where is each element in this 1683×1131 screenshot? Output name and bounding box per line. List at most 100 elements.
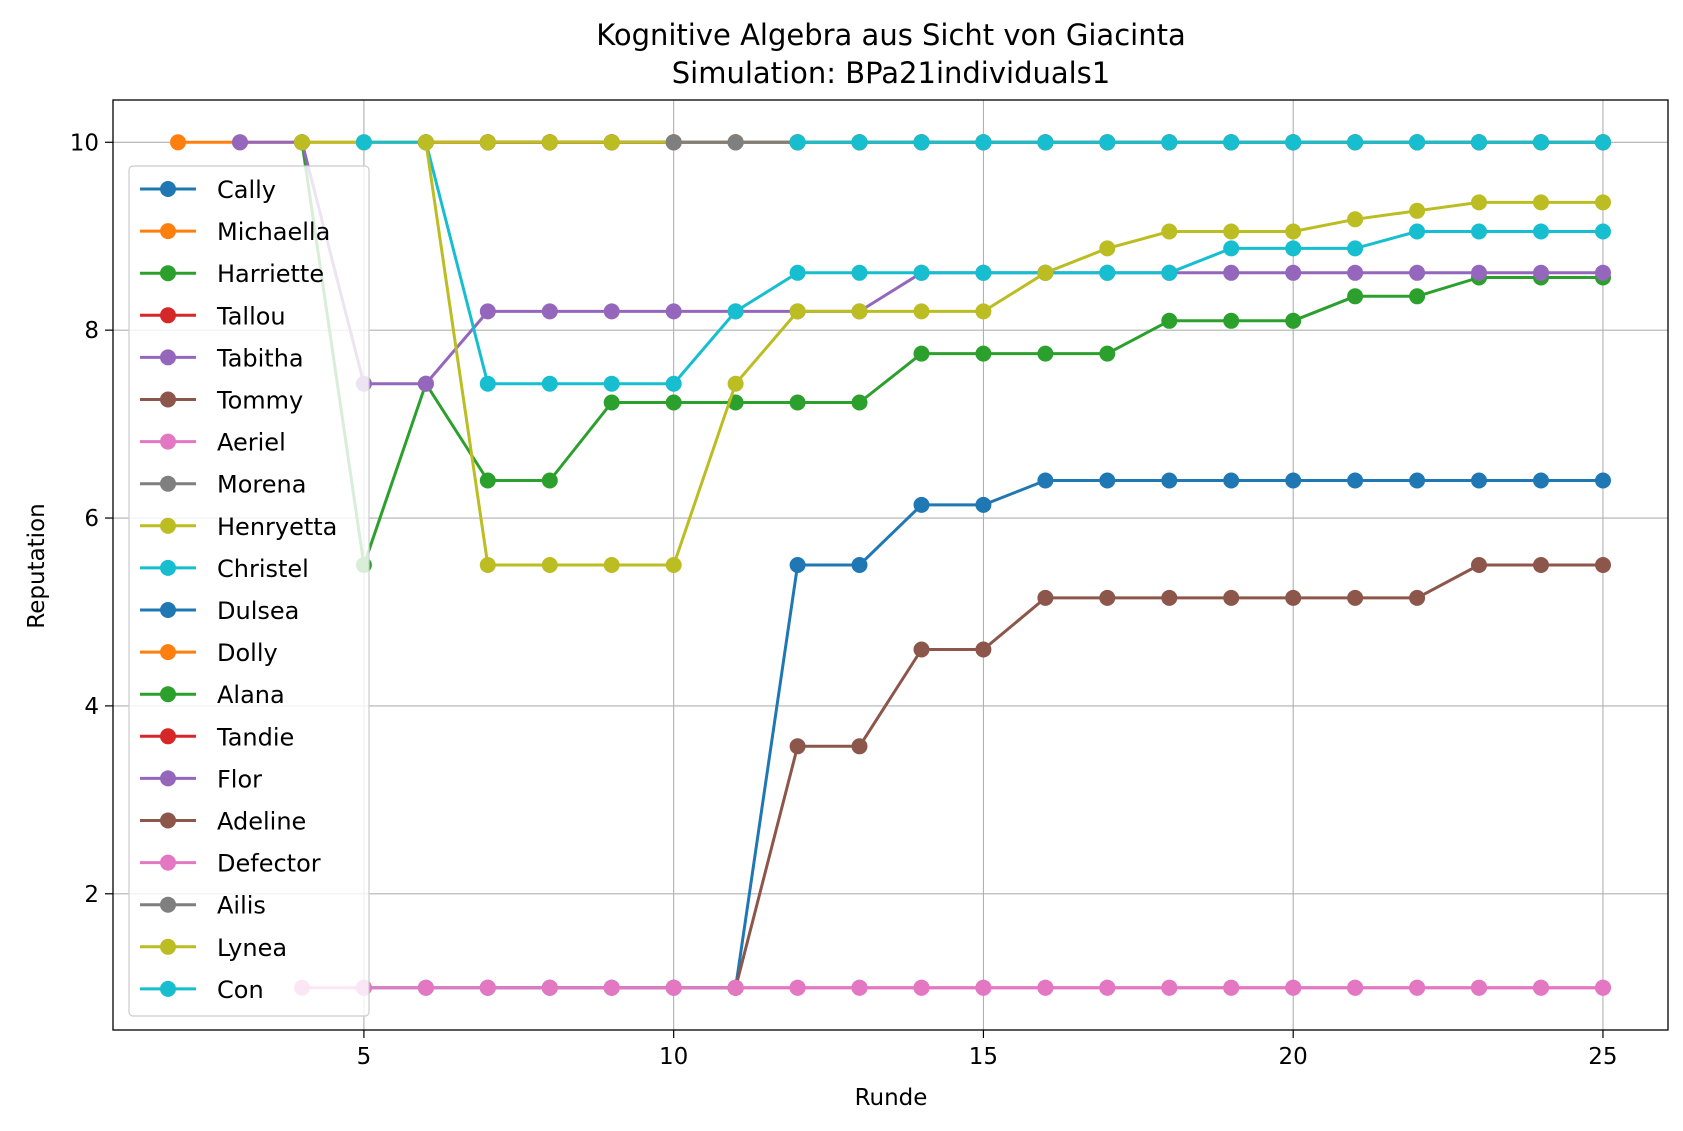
legend-label: Alana xyxy=(217,681,285,709)
series-con xyxy=(789,134,1611,151)
data-point xyxy=(1347,240,1364,257)
data-point xyxy=(1099,264,1116,281)
data-point xyxy=(170,134,186,151)
legend-label: Con xyxy=(217,976,264,1004)
data-point xyxy=(1037,345,1054,362)
data-point xyxy=(603,394,620,411)
y-tick-label: 8 xyxy=(84,318,99,344)
data-point xyxy=(541,134,558,151)
y-tick-label: 6 xyxy=(84,506,99,532)
data-point xyxy=(975,134,992,151)
legend-label: Dolly xyxy=(217,639,278,667)
data-point xyxy=(541,557,558,573)
series-harriette xyxy=(294,134,1611,573)
data-point xyxy=(727,979,744,996)
legend-label: Adeline xyxy=(217,808,306,836)
legend-entry: Dolly xyxy=(140,639,278,667)
data-point xyxy=(1161,589,1178,606)
data-point xyxy=(975,303,992,320)
data-point xyxy=(1409,288,1426,305)
data-point xyxy=(479,375,496,392)
legend-marker xyxy=(160,307,176,324)
data-point xyxy=(1595,979,1611,996)
data-point xyxy=(913,264,930,281)
legend-label: Flor xyxy=(217,765,262,793)
legend-entry: Flor xyxy=(140,765,262,793)
data-point xyxy=(541,303,558,320)
data-point xyxy=(1099,240,1116,257)
data-point xyxy=(1037,472,1054,489)
data-point xyxy=(1099,472,1116,489)
legend-marker xyxy=(160,349,176,366)
data-point xyxy=(1595,194,1611,211)
legend-marker xyxy=(160,433,176,450)
data-point xyxy=(1223,312,1240,329)
data-point xyxy=(1471,194,1487,211)
legend-entry: Dulsea xyxy=(140,597,299,625)
data-point xyxy=(1037,589,1054,606)
data-point xyxy=(1533,264,1549,281)
data-point xyxy=(851,264,868,281)
data-point xyxy=(541,472,558,489)
data-point xyxy=(1409,223,1426,240)
data-point xyxy=(665,134,682,151)
data-point xyxy=(851,557,868,573)
data-point xyxy=(1533,472,1549,489)
data-point xyxy=(1223,589,1240,606)
data-point xyxy=(975,496,992,513)
legend-entry: Tallou xyxy=(140,302,286,330)
data-point xyxy=(1285,223,1302,240)
data-point xyxy=(1595,472,1611,489)
legend-marker xyxy=(160,265,176,282)
x-tick-label: 20 xyxy=(1279,1044,1308,1070)
data-point xyxy=(1471,223,1487,240)
data-point xyxy=(1409,979,1426,996)
data-point xyxy=(417,375,434,392)
data-point xyxy=(789,264,806,281)
legend-marker xyxy=(160,391,176,408)
data-point xyxy=(851,134,868,151)
data-point xyxy=(1161,979,1178,996)
legend-entry: Henryetta xyxy=(140,513,337,541)
data-point xyxy=(1533,223,1549,240)
legend-entry: Con xyxy=(140,976,264,1004)
data-point xyxy=(913,979,930,996)
data-point xyxy=(789,394,806,411)
data-point xyxy=(913,345,930,362)
data-point xyxy=(789,557,806,573)
legend-entry: Christel xyxy=(140,555,309,583)
legend-label: Tommy xyxy=(216,387,303,415)
data-point xyxy=(541,979,558,996)
data-point xyxy=(479,303,496,320)
data-point xyxy=(665,375,682,392)
legend-label: Ailis xyxy=(217,892,266,920)
legend-label: Christel xyxy=(217,555,309,583)
x-axis-label: Runde xyxy=(855,1085,928,1111)
data-point xyxy=(727,375,744,392)
legend-entry: Morena xyxy=(140,471,306,499)
data-point xyxy=(417,134,434,151)
data-point xyxy=(1099,979,1116,996)
data-point xyxy=(1533,134,1549,151)
data-point xyxy=(1223,472,1240,489)
data-point xyxy=(789,134,806,151)
data-point xyxy=(789,303,806,320)
data-point xyxy=(541,375,558,392)
legend-marker xyxy=(160,517,176,534)
data-point xyxy=(1347,134,1364,151)
legend-marker xyxy=(160,686,176,703)
legend-marker xyxy=(160,812,176,829)
legend-label: Dulsea xyxy=(217,597,299,625)
legend-label: Harriette xyxy=(217,260,324,288)
legend-label: Defector xyxy=(217,850,321,878)
data-point xyxy=(851,979,868,996)
data-point xyxy=(1347,211,1364,228)
data-point xyxy=(479,557,496,573)
legend-label: Tallou xyxy=(216,302,286,330)
data-point xyxy=(1347,979,1364,996)
legend-label: Cally xyxy=(217,176,276,204)
x-tick-label: 15 xyxy=(969,1044,998,1070)
legend-entry: Michaella xyxy=(140,218,330,246)
data-point xyxy=(1223,979,1240,996)
